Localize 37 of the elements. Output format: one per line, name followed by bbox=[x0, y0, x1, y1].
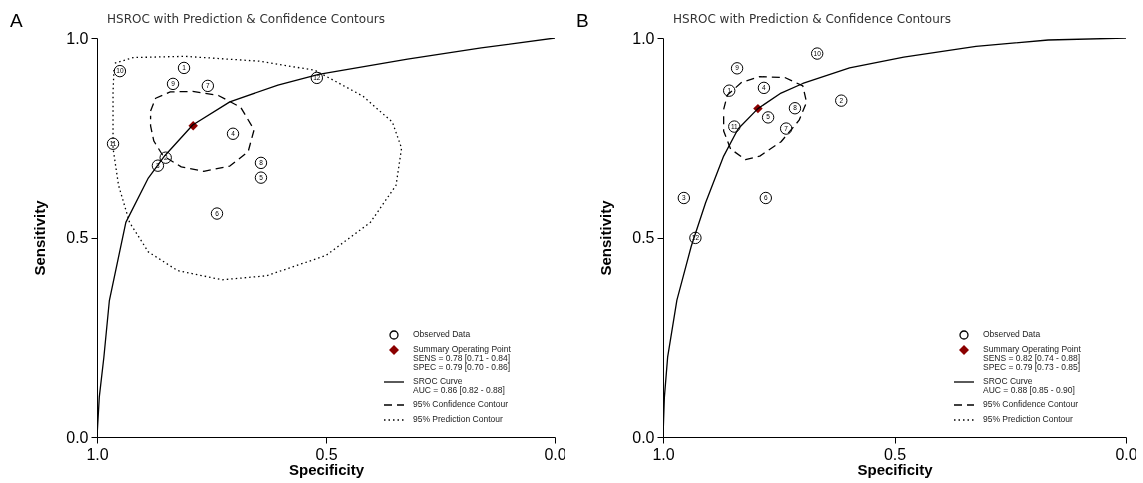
y-tick-label: 0.0 bbox=[66, 428, 89, 446]
x-tick-label: 0.5 bbox=[315, 445, 338, 463]
x-tick-label: 1.0 bbox=[652, 445, 675, 463]
annotation: SPEC = 0.79 [0.73 - 0.85] bbox=[983, 362, 1081, 372]
y-tick-label: 0.0 bbox=[632, 428, 655, 446]
y-tick-label: 1.0 bbox=[632, 29, 655, 47]
text: B bbox=[576, 10, 589, 32]
legend-label: Observed Data bbox=[983, 329, 1041, 339]
line-series bbox=[723, 76, 808, 161]
y-tick-label: 1.0 bbox=[66, 29, 89, 47]
x-axis-title: Specificity bbox=[857, 460, 934, 478]
legend-label: 95% Prediction Contour bbox=[413, 414, 503, 424]
y-axis-title: Sensitivity bbox=[597, 199, 615, 276]
legend-label: 95% Confidence Contour bbox=[983, 399, 1078, 409]
point bbox=[177, 61, 191, 75]
legend-label: Observed Data bbox=[413, 329, 471, 339]
annotation: SENS = 0.82 [0.74 - 0.88] bbox=[983, 353, 1081, 363]
x-tick-label: 1.0 bbox=[86, 445, 109, 463]
x-tick-label: 0.5 bbox=[883, 445, 907, 463]
legend-label: Summary Operating Point bbox=[413, 344, 511, 354]
legend-label: SROC Curve bbox=[413, 376, 464, 386]
legend-label: Summary Operating Point bbox=[983, 344, 1081, 354]
annotation: SPEC = 0.79 [0.70 - 0.86] bbox=[413, 362, 511, 372]
x-axis-title: Specificity bbox=[288, 460, 365, 478]
annotation: AUC = 0.88 [0.85 - 0.90] bbox=[983, 385, 1075, 395]
legend-label: 95% Prediction Contour bbox=[983, 414, 1073, 424]
y-axis-title: Sensitivity bbox=[31, 199, 49, 276]
y-tick-label: 0.5 bbox=[632, 229, 655, 246]
annotation: AUC = 0.86 [0.82 - 0.88] bbox=[413, 385, 505, 395]
chart-title: HSROC with Prediction & Confidence Contours bbox=[107, 12, 385, 26]
y-tick-label: 0.5 bbox=[66, 229, 89, 246]
text: A bbox=[10, 10, 23, 32]
legend-label: 95% Confidence Contour bbox=[413, 399, 508, 409]
chart-title: HSROC with Prediction & Confidence Contours bbox=[673, 12, 951, 26]
point bbox=[835, 94, 848, 107]
annotation: SENS = 0.78 [0.71 - 0.84] bbox=[413, 353, 511, 363]
legend-label: SROC Curve bbox=[983, 376, 1034, 386]
